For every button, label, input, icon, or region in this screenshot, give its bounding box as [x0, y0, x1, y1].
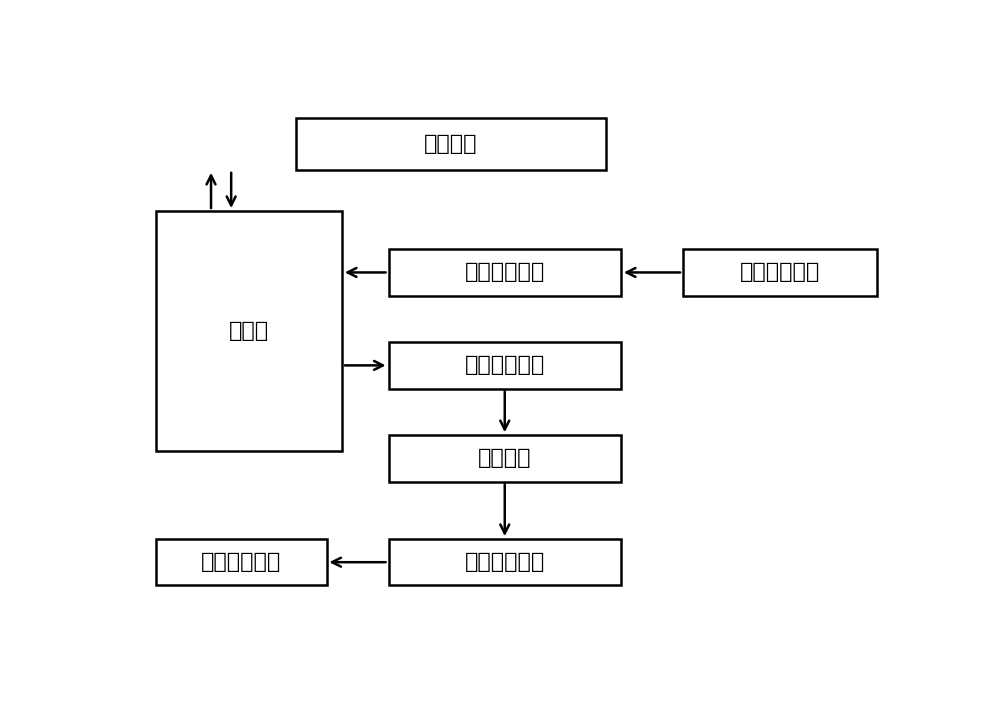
- Bar: [296, 118, 606, 170]
- Bar: [156, 211, 342, 452]
- Text: 三维重建单元: 三维重建单元: [465, 356, 545, 376]
- Bar: [388, 249, 621, 295]
- Text: 处理器: 处理器: [229, 321, 269, 342]
- Text: 面积估算单元: 面积估算单元: [465, 552, 545, 572]
- Text: 切片单元: 切片单元: [478, 448, 532, 469]
- Text: 图像处理单元: 图像处理单元: [465, 263, 545, 283]
- Text: 重量估算单元: 重量估算单元: [201, 552, 281, 572]
- Bar: [156, 539, 326, 586]
- Text: 图像采集单元: 图像采集单元: [740, 263, 820, 283]
- Bar: [388, 539, 621, 586]
- Bar: [683, 249, 877, 295]
- Bar: [388, 435, 621, 481]
- Bar: [388, 342, 621, 388]
- Text: 通讯单元: 通讯单元: [424, 134, 477, 154]
